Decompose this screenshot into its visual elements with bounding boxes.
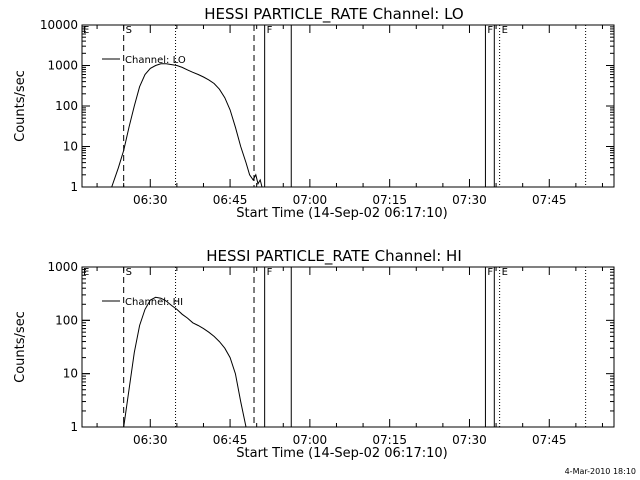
x-axis-label: Start Time (14-Sep-02 06:17:10) <box>236 446 447 461</box>
x-tick-label: 07:30 <box>452 433 487 447</box>
x-tick-label: 07:15 <box>372 433 407 447</box>
event-marker-label: F <box>267 25 273 36</box>
x-tick-label: 06:30 <box>133 433 168 447</box>
y-tick-label: 10 <box>63 367 78 381</box>
y-tick-label: 10000 <box>40 18 78 32</box>
event-marker-label: F <box>267 267 273 278</box>
event-marker-label: F <box>487 25 493 36</box>
y-tick-label: 1000 <box>47 260 78 274</box>
y-tick-label: 10 <box>63 140 78 154</box>
x-tick-label: 06:30 <box>133 193 168 207</box>
plot-frame <box>81 24 615 188</box>
y-tick-label: 100 <box>55 99 78 113</box>
event-marker-label: E <box>83 25 89 36</box>
event-marker-label: E <box>502 267 508 278</box>
legend-label: Channel: LO <box>125 55 186 66</box>
event-marker-label: S <box>126 25 132 36</box>
x-tick-label: 07:45 <box>532 433 567 447</box>
event-marker-label: E <box>83 267 89 278</box>
legend-label: Channel: HI <box>125 297 183 308</box>
x-tick-label: 07:45 <box>532 193 567 207</box>
panel-channel-hi: HESSI PARTICLE_RATE Channel: HI 1 10 100 100… <box>13 247 615 461</box>
x-tick-label: 06:45 <box>213 193 248 207</box>
y-tick-label: 1 <box>70 420 78 434</box>
y-axis-label: Counts/sec <box>13 70 28 142</box>
data-series-line <box>111 63 263 187</box>
event-marker-label: E <box>502 25 508 36</box>
y-tick-label: 1000 <box>47 59 78 73</box>
x-tick-label: 07:00 <box>293 433 328 447</box>
plot-frame <box>81 266 615 428</box>
x-tick-label: 07:00 <box>293 193 328 207</box>
event-marker-label: F <box>487 267 493 278</box>
x-tick-label: 07:15 <box>372 193 407 207</box>
y-axis-label: Counts/sec <box>13 311 28 383</box>
data-series-line <box>123 296 247 427</box>
chart-title: HESSI PARTICLE_RATE Channel: LO <box>204 5 463 24</box>
y-tick-label: 1 <box>70 180 78 194</box>
x-tick-label: 07:30 <box>452 193 487 207</box>
x-axis-label: Start Time (14-Sep-02 06:17:10) <box>236 206 447 221</box>
chart-title: HESSI PARTICLE_RATE Channel: HI <box>206 247 462 266</box>
event-marker-label: S <box>126 267 132 278</box>
panel-channel-lo: HESSI PARTICLE_RATE Channel: LO 1 10 100 100… <box>13 5 615 221</box>
footer-timestamp: 4-Mar-2010 18:10 <box>565 467 636 476</box>
y-tick-label: 100 <box>55 313 78 327</box>
x-tick-label: 06:45 <box>213 433 248 447</box>
